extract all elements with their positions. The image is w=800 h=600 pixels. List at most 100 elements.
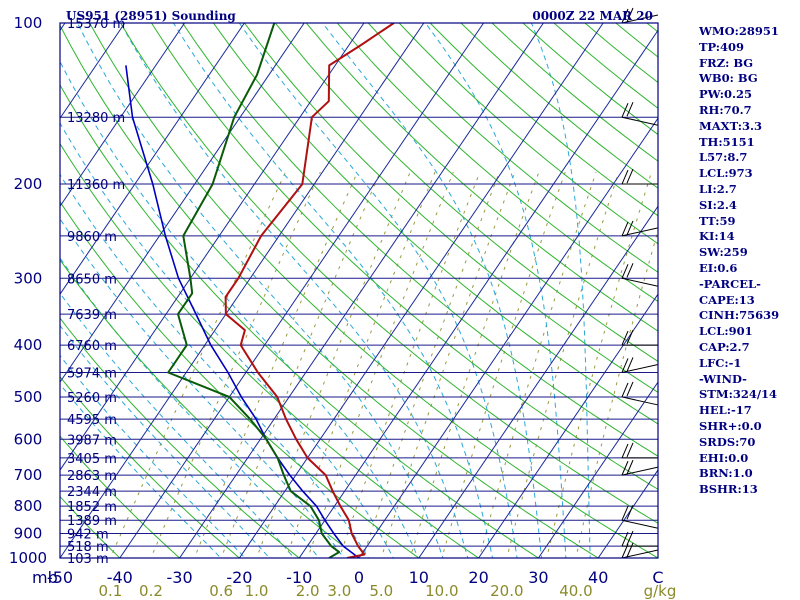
wind-barb xyxy=(621,459,659,476)
index-item: STM:324/14 xyxy=(699,387,778,402)
temperature-trace xyxy=(224,23,395,558)
temperature-tick-label: 40 xyxy=(588,568,608,587)
header-station: US951 (28951) Sounding xyxy=(66,9,236,23)
mixing-ratio-line xyxy=(150,171,321,558)
height-label: 7639 m xyxy=(67,308,117,323)
plot-frame xyxy=(59,22,659,559)
moist-adiabat-line xyxy=(173,23,494,558)
height-label: 4595 m xyxy=(67,413,117,428)
mixing-ratio-line xyxy=(220,171,381,558)
wind-barb xyxy=(621,263,659,287)
mixing-ratio-line xyxy=(193,171,358,558)
isotherm-line xyxy=(60,23,425,558)
isotherm-line xyxy=(0,23,5,558)
isotherm-line xyxy=(119,23,485,558)
plot-background xyxy=(60,23,658,558)
sounding-indices: WMO:28951 TP:409 FRZ: BG WB0: BG PW:0.25 RH:7… xyxy=(699,24,779,498)
dry-adiabat-line xyxy=(244,23,658,393)
index-item: PW:0.25 xyxy=(699,87,753,102)
mixing-ratio-line xyxy=(285,171,436,558)
height-label: 9860 m xyxy=(67,230,117,245)
index-item: BSHR:13 xyxy=(699,482,758,497)
mixing-ratio-line xyxy=(362,171,500,558)
height-label: 3405 m xyxy=(67,452,117,467)
mixing-ratio-line xyxy=(109,171,286,558)
moist-adiabat-line xyxy=(530,23,591,558)
index-item: -WIND- xyxy=(699,371,747,386)
dry-adiabat-line xyxy=(60,495,121,558)
temperature-tick-label: -40 xyxy=(107,568,133,587)
dry-adiabat-line xyxy=(60,24,600,558)
mixing-ratio-line xyxy=(409,171,540,558)
height-label: 518 m xyxy=(67,540,109,555)
parcel-trace xyxy=(125,65,360,558)
index-item: BRN:1.0 xyxy=(699,466,753,481)
mixing-ratio-unit: g/kg xyxy=(644,582,677,600)
sounding-profiles xyxy=(125,23,395,558)
height-label: 942 m xyxy=(67,528,109,543)
height-label: 1389 m xyxy=(67,514,117,529)
height-label: 2863 m xyxy=(67,469,117,484)
dry-adiabat-line xyxy=(151,23,658,490)
index-item: SRDS:70 xyxy=(699,434,756,449)
mixing-ratio-tick-label: 5.0 xyxy=(369,582,393,600)
moist-adiabat-line xyxy=(60,383,222,558)
moist-adiabat-line xyxy=(60,173,370,558)
dry-adiabat-line xyxy=(89,23,658,558)
mixing-ratio-line xyxy=(441,171,566,558)
wind-barb xyxy=(621,7,659,24)
dry-adiabat-line xyxy=(182,23,658,457)
header-time: 0000Z 22 MAR 20 xyxy=(532,9,653,23)
pressure-tick-label: 200 xyxy=(14,175,43,193)
dry-adiabat-line xyxy=(274,23,658,362)
isotherm-line xyxy=(60,23,305,384)
index-item: FRZ: BG xyxy=(699,55,754,70)
index-item: TH:5151 xyxy=(699,134,755,149)
mixing-ratio-tick-label: 2.0 xyxy=(296,582,320,600)
temperature-unit-label: C xyxy=(652,568,663,587)
mixing-ratio-tick-label: 0.2 xyxy=(139,582,163,600)
isotherm-line xyxy=(418,205,658,558)
pressure-tick-label: 800 xyxy=(14,497,43,515)
index-item: EI:0.6 xyxy=(699,260,738,275)
moist-adiabat-line xyxy=(425,23,567,558)
mixing-ratio-line xyxy=(307,171,454,558)
index-item: LCL:901 xyxy=(699,324,753,339)
dry-adiabat-line xyxy=(60,376,241,558)
isotherm-line xyxy=(298,29,658,558)
wind-barb xyxy=(621,357,659,373)
height-label: 15370 m xyxy=(67,17,125,32)
moist-adiabat-line xyxy=(76,23,444,558)
mixing-ratio-lines xyxy=(109,171,658,558)
mixing-ratio-tick-label: 3.0 xyxy=(327,582,351,600)
moist-adiabat-line xyxy=(238,23,518,558)
height-label: 103 m xyxy=(67,552,109,567)
pressure-tick-label: 100 xyxy=(14,14,43,32)
index-item: CINH:75639 xyxy=(699,308,780,323)
isotherm-line xyxy=(478,293,658,558)
index-item: HEL:-17 xyxy=(699,403,752,418)
wind-barb xyxy=(621,505,659,529)
height-label: 5974 m xyxy=(67,366,117,381)
mixing-ratio-line xyxy=(256,171,411,558)
index-item: LCL:973 xyxy=(699,166,753,181)
isotherm-line xyxy=(238,23,604,558)
temperature-tick-label: -50 xyxy=(47,568,73,587)
wind-barb xyxy=(621,220,659,237)
dry-adiabat-line xyxy=(0,23,10,569)
dry-adiabat-line xyxy=(60,142,480,558)
isotherm-line xyxy=(179,23,544,558)
mixing-ratio-line xyxy=(380,171,516,558)
mixing-ratio-tick-label: 0.1 xyxy=(98,582,122,600)
pressure-tick-label: 300 xyxy=(14,269,43,287)
pressure-axis-label: mb xyxy=(32,568,58,587)
temperature-tick-label: 10 xyxy=(409,568,429,587)
pressure-tick-label: 400 xyxy=(14,336,43,354)
height-label: 13280 m xyxy=(67,111,125,126)
moist-adiabat-line xyxy=(60,292,295,558)
pressure-tick-label: 900 xyxy=(14,525,43,543)
index-item: LFC:-1 xyxy=(699,355,742,370)
index-item: WB0: BG xyxy=(699,71,758,86)
